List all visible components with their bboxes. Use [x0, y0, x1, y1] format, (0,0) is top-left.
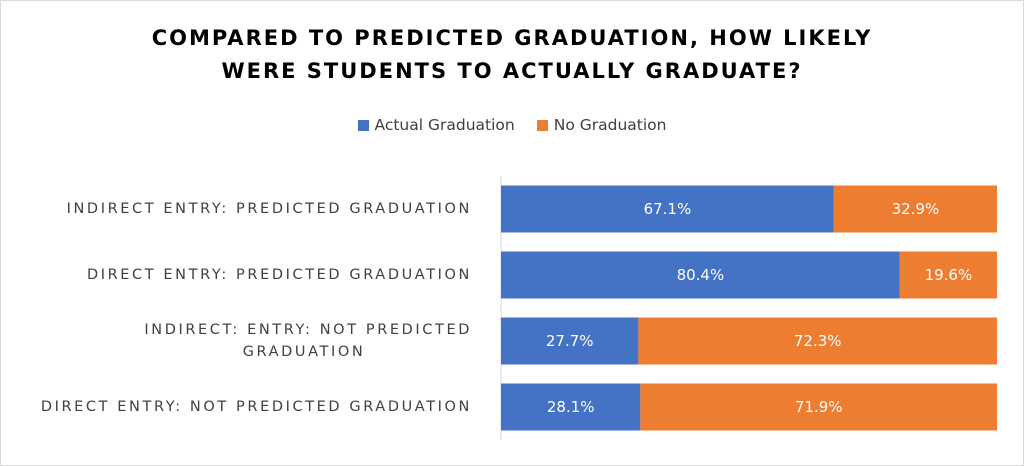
- bar-segment-no-graduation-1: [833, 185, 997, 233]
- bar-segment-no-graduation-3: [638, 317, 997, 365]
- data-label-no-graduation-2: 19.6%: [925, 266, 973, 284]
- bar-segment-no-graduation-2: [899, 251, 997, 299]
- legend-swatch-actual-graduation: [357, 119, 369, 131]
- legend-label-no-graduation: No Graduation: [553, 116, 667, 134]
- data-label-actual-graduation-4: 28.1%: [547, 398, 595, 416]
- bar-segment-no-graduation-4: [640, 383, 997, 431]
- data-label-no-graduation-4: 71.9%: [795, 398, 843, 416]
- category-label-1: INDIRECT ENTRY: PREDICTED GRADUATION: [67, 201, 472, 217]
- data-label-actual-graduation-2: 80.4%: [677, 266, 725, 284]
- legend-item-actual-graduation: Actual Graduation: [357, 116, 515, 134]
- category-label-3-line-1: INDIRECT: ENTRY: NOT PREDICTED: [144, 322, 472, 338]
- bar-segment-actual-graduation-3: [501, 317, 639, 365]
- data-label-no-graduation-3: 72.3%: [794, 332, 842, 350]
- data-label-actual-graduation-1: 67.1%: [644, 200, 692, 218]
- chart-legend: Actual Graduation No Graduation: [0, 116, 1024, 134]
- category-label-3-line-2: GRADUATION: [243, 344, 366, 360]
- chart-title-line-2: WERE STUDENTS TO ACTUALLY GRADUATE?: [221, 59, 803, 83]
- category-label-4: DIRECT ENTRY: NOT PREDICTED GRADUATION: [41, 399, 472, 415]
- data-label-no-graduation-1: 32.9%: [892, 200, 940, 218]
- chart-title: COMPARED TO PREDICTED GRADUATION, HOW LI…: [0, 22, 1024, 88]
- bar-segment-actual-graduation-2: [501, 251, 900, 299]
- chart-title-line-1: COMPARED TO PREDICTED GRADUATION, HOW LI…: [151, 26, 873, 50]
- category-label-2: DIRECT ENTRY: PREDICTED GRADUATION: [87, 267, 472, 283]
- bar-segment-actual-graduation-4: [501, 383, 641, 431]
- legend-item-no-graduation: No Graduation: [536, 116, 667, 134]
- legend-label-actual-graduation: Actual Graduation: [374, 116, 515, 134]
- legend-swatch-no-graduation: [536, 119, 548, 131]
- data-label-actual-graduation-3: 27.7%: [546, 332, 594, 350]
- bar-segment-actual-graduation-1: [501, 185, 834, 233]
